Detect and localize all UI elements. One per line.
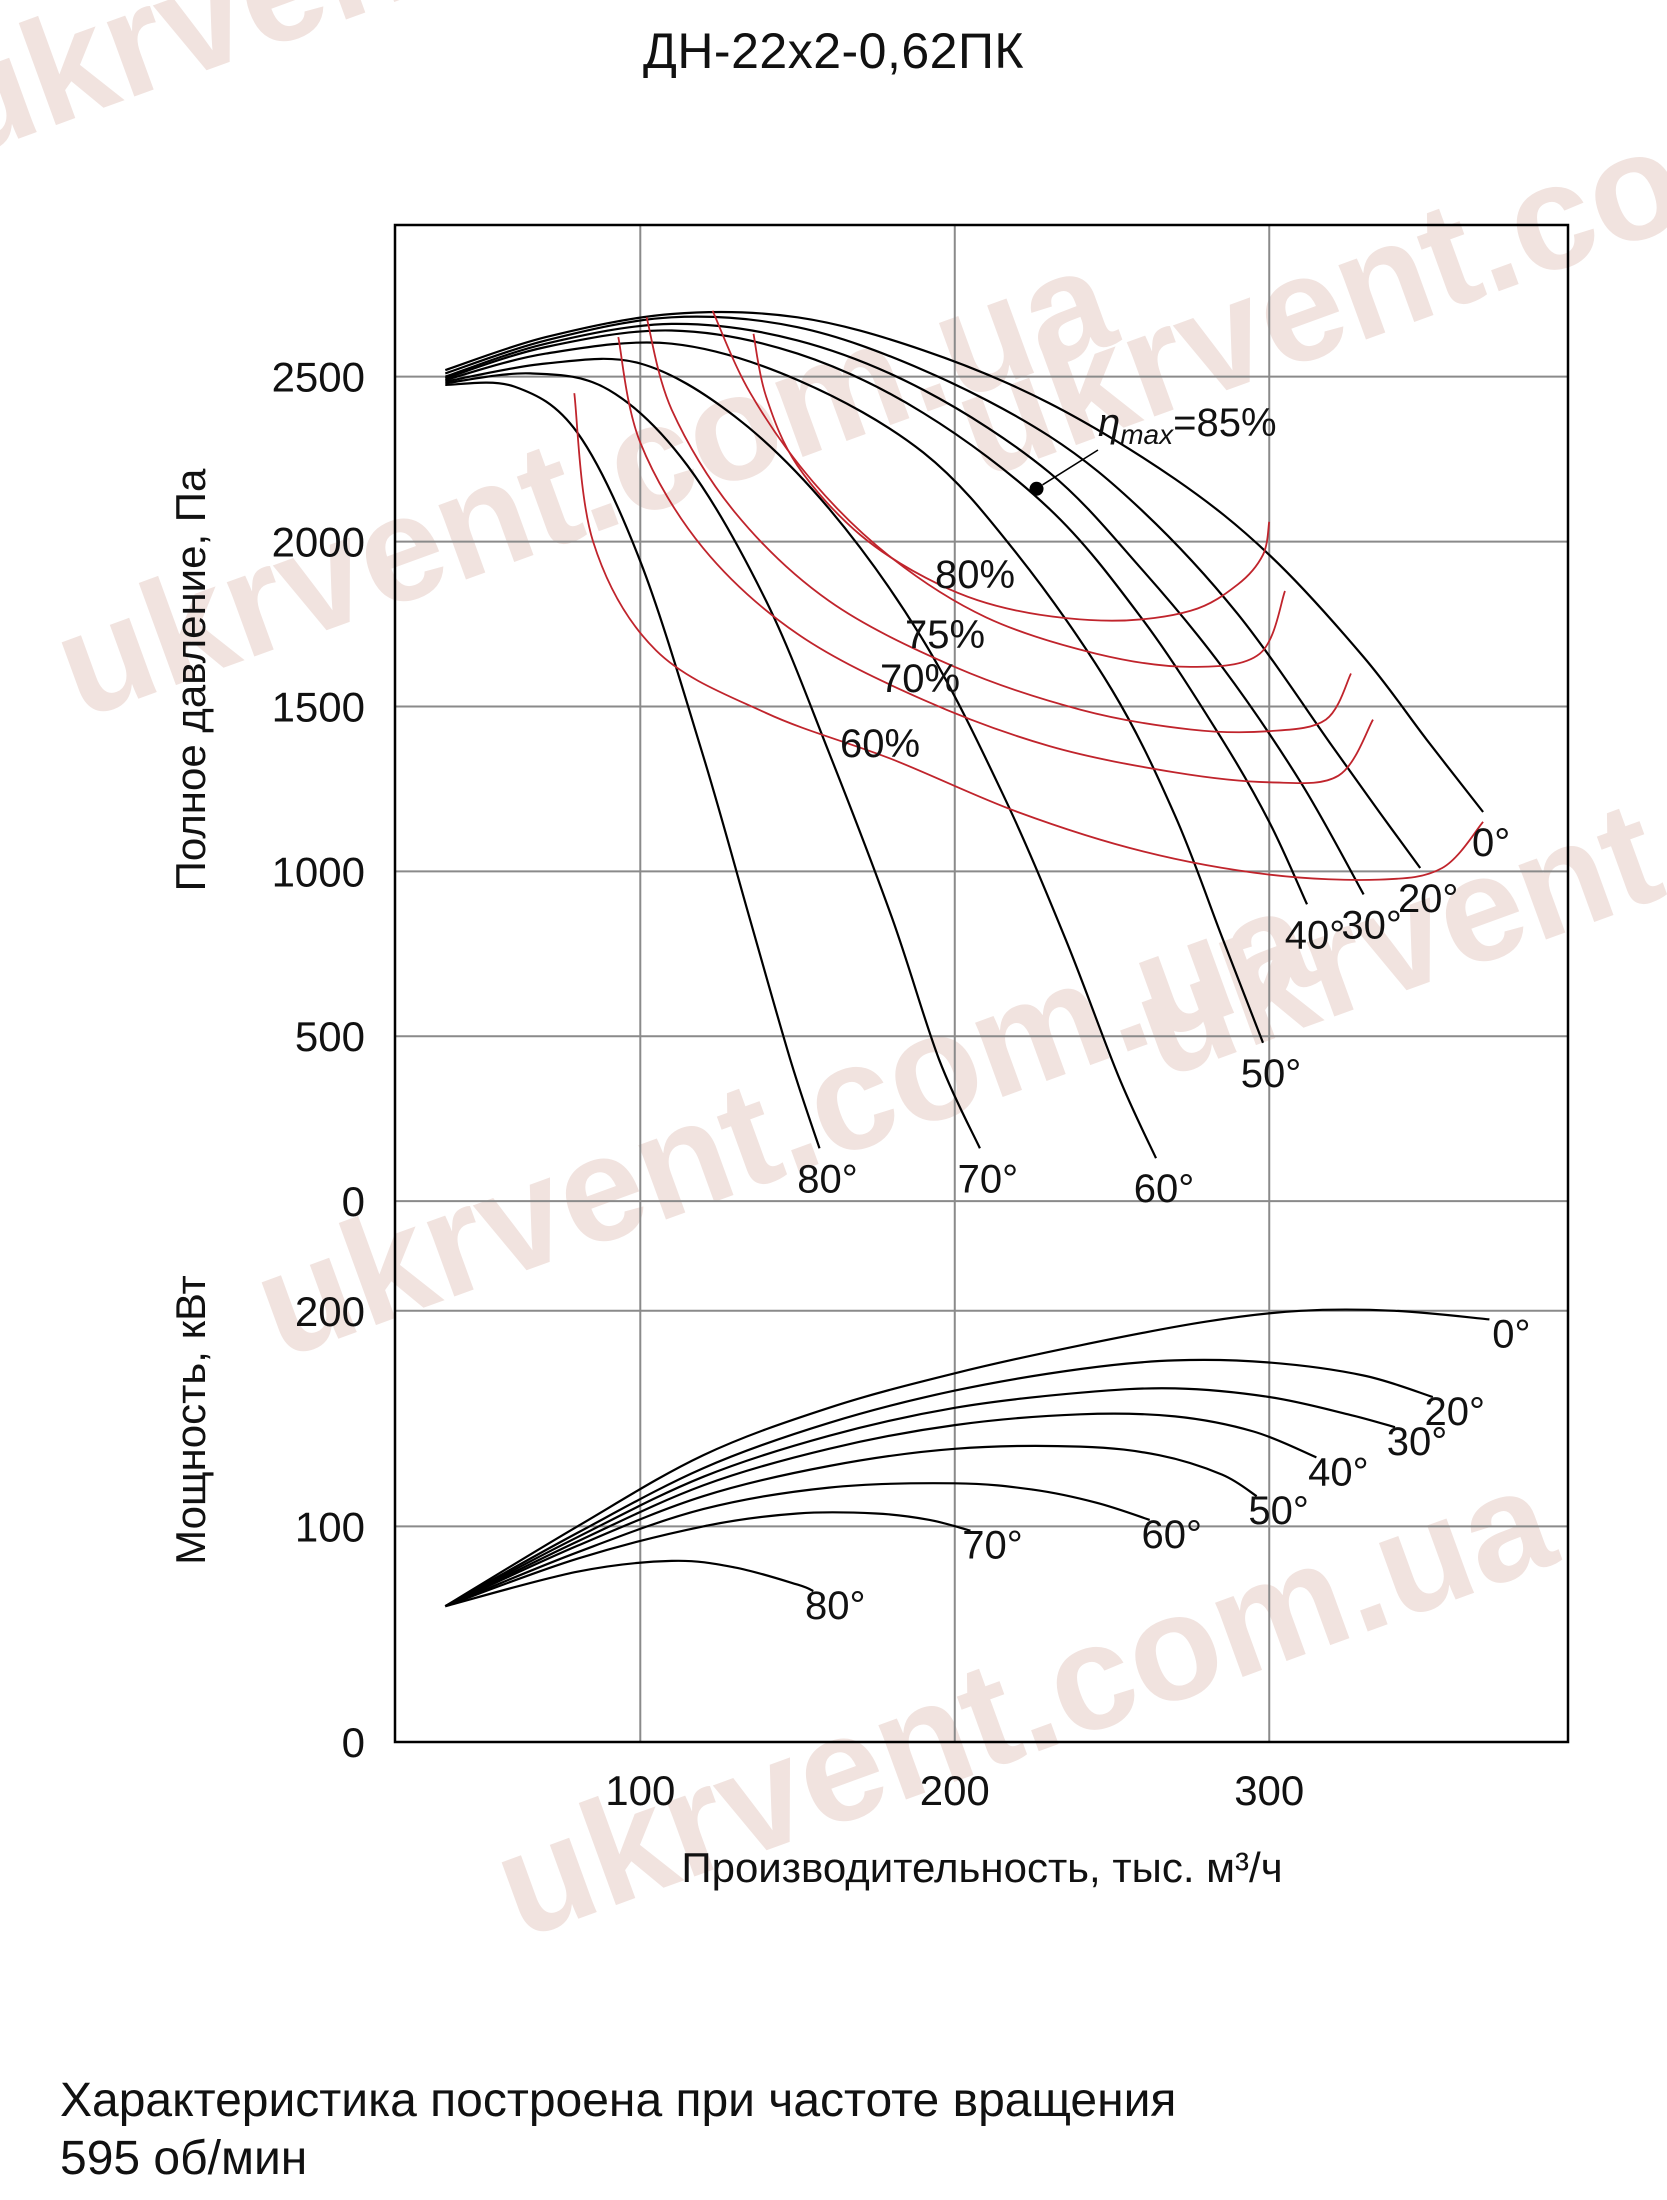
watermark-text: ukrvent.com.ua	[0, 0, 1014, 190]
eta-max-leader	[1042, 449, 1099, 486]
power-curve-label: 0°	[1492, 1312, 1530, 1356]
pressure-curves	[444, 310, 1484, 1159]
power-curve-label: 60°	[1141, 1513, 1202, 1557]
efficiency-curve	[711, 310, 1286, 668]
y-tick-label-power: 0	[342, 1719, 365, 1766]
y-tick-label-pressure: 2500	[272, 354, 365, 401]
pressure-curve-label: 60°	[1134, 1167, 1195, 1211]
eta-max-label: ηmax=85%	[1098, 401, 1277, 450]
pressure-curve-label: 0°	[1472, 821, 1510, 865]
power-curve	[444, 1308, 1490, 1608]
power-curve	[444, 1412, 1317, 1608]
grid-layer: 100 200 300 0 500 1000 1500 2000 2500 0 100 200 Прои…	[167, 223, 1570, 1891]
power-curve	[445, 1559, 814, 1608]
pressure-curve	[445, 341, 1265, 1044]
power-curve-label: 70°	[962, 1524, 1023, 1568]
pressure-curve	[445, 381, 821, 1149]
pressure-curve	[444, 310, 1484, 813]
power-curve	[444, 1387, 1396, 1608]
efficiency-curves	[573, 310, 1484, 881]
efficiency-label: 60%	[840, 722, 920, 766]
efficiency-label: 70%	[880, 657, 960, 701]
efficiency-curve	[645, 317, 1352, 734]
rotation-caption: Характеристика построена при частоте вра…	[60, 2072, 1176, 2188]
pressure-curve	[445, 357, 1157, 1159]
chart-title: ДН-22х2-0,62ПК	[642, 23, 1025, 79]
y-tick-label-pressure: 1500	[272, 683, 365, 730]
efficiency-curve	[617, 336, 1374, 785]
power-curve-label: 30°	[1387, 1420, 1448, 1464]
y-tick-label-pressure: 2000	[272, 519, 365, 566]
y-tick-label-pressure: 0	[342, 1178, 365, 1225]
efficiency-curve	[573, 393, 1484, 881]
pressure-curve	[445, 372, 981, 1149]
pressure-curve-label: 50°	[1241, 1052, 1302, 1096]
x-tick-label: 300	[1234, 1767, 1304, 1814]
watermark-layer: ukrvent.com.uaukrvent.com.uaukrvent.com.…	[0, 0, 1667, 1970]
efficiency-label: 80%	[935, 553, 1015, 597]
y-axis-title-power: Мощность, кВт	[167, 1275, 214, 1565]
caption-line-1: Характеристика построена при частоте вра…	[60, 2074, 1177, 2127]
pressure-curve-label: 30°	[1341, 903, 1402, 947]
pressure-curve-label: 70°	[958, 1157, 1019, 1201]
power-curve-label: 40°	[1308, 1450, 1369, 1494]
x-tick-label: 200	[920, 1767, 990, 1814]
power-curve-label: 80°	[805, 1584, 866, 1628]
power-curve	[444, 1482, 1151, 1608]
power-curve-label: 50°	[1248, 1489, 1309, 1533]
pressure-curve	[444, 322, 1365, 895]
pressure-curve-label: 40°	[1285, 913, 1346, 957]
y-tick-label-power: 100	[295, 1503, 365, 1550]
y-tick-label-power: 200	[295, 1288, 365, 1335]
power-curves	[444, 1308, 1490, 1608]
efficiency-curve	[752, 333, 1271, 622]
eta-max-point	[1029, 481, 1044, 496]
efficiency-label: 75%	[905, 613, 985, 657]
watermark-text: ukrvent.com.ua	[1113, 572, 1667, 1110]
plot-frame	[393, 223, 1570, 1744]
power-curve	[444, 1511, 971, 1608]
power-curve	[444, 1444, 1258, 1608]
y-axis-title-pressure: Полное давление, Па	[167, 468, 214, 891]
y-tick-label-pressure: 500	[295, 1013, 365, 1060]
label-layer: 0°20°30°40°50°60°70°80°80%75%70%60%ηmax=…	[797, 401, 1530, 1628]
pressure-curve	[444, 329, 1308, 905]
power-curve-label: 20°	[1425, 1390, 1486, 1434]
pressure-curve-label: 80°	[797, 1157, 858, 1201]
x-axis-title: Производительность, тыс. м³/ч	[681, 1844, 1282, 1891]
power-curve	[444, 1358, 1434, 1608]
pressure-curve-label: 20°	[1398, 877, 1459, 921]
caption-line-2: 595 об/мин	[60, 2132, 308, 2185]
x-tick-label: 100	[605, 1767, 675, 1814]
pressure-curve	[444, 315, 1422, 869]
y-tick-label-pressure: 1000	[272, 848, 365, 895]
